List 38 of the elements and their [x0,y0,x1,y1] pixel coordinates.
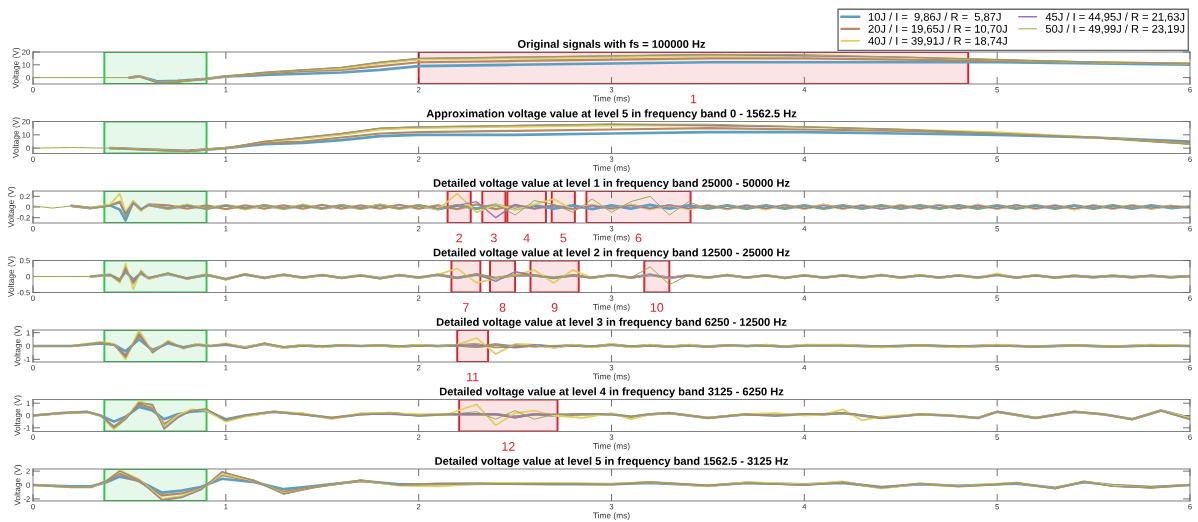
x-axis-title: Time (ms) [593,303,630,312]
band-label: 12 [502,442,515,451]
chart-title: Detailed voltage value at level 1 in frequency band 25000 - 50000 Hz [433,178,790,190]
x-axis-title: Time (ms) [593,512,630,521]
band-label: 11 [467,372,479,382]
legend-label: 20J / I = 19,65J / R = 10,70J [868,24,1007,35]
band-label: 1 [690,94,697,104]
chart-title: Detailed voltage value at level 4 in frequency band 3125 - 6250 Hz [439,387,784,398]
chart-title: Original signals with fs = 100000 Hz [517,39,706,51]
legend-label: 10J / I = 9,86J / R = 5,87J [868,12,1001,23]
band-label: 7 [463,303,469,312]
x-axis-title: Time (ms) [593,164,630,173]
y-axis-title: Voltage (V) [14,464,23,506]
band-label: 5 [560,233,567,243]
band-label: 8 [499,303,506,312]
band-label: 3 [490,233,497,243]
legend-label: 45J / I = 44,95J / R = 21,63J [1045,12,1185,23]
x-axis-title: Time (ms) [593,373,630,382]
legend-label: 50J / I = 49,99J / R = 23,19J [1045,24,1185,35]
y-axis-title: Voltage (V) [14,325,23,367]
y-axis-title: Voltage (V) [7,256,16,298]
x-axis-title: Time (ms) [593,234,630,243]
y-axis-title: Voltage (V) [14,395,23,437]
y-axis-title: Voltage (V) [12,117,21,159]
chart-title: Detailed voltage value at level 2 in frequency band 12500 - 25000 Hz [433,248,790,259]
chart-title: Approximation voltage value at level 5 in frequency band 0 - 1562.5 Hz [426,109,797,120]
chart-title: Detailed voltage value at level 3 in frequency band 6250 - 12500 Hz [436,317,787,329]
band-label: 4 [523,233,530,243]
legend-label: 40J / I = 39,91J / R = 18,74J [868,36,1007,47]
x-axis-title: Time (ms) [593,442,630,451]
y-axis-title: Voltage (V) [7,186,16,228]
chart-title: Detailed voltage value at level 5 in frequency band 1562.5 - 3125 Hz [435,456,789,468]
band-label: 9 [551,303,558,312]
y-axis-title: Voltage (V) [12,47,21,89]
x-axis-title: Time (ms) [593,95,630,104]
band-label: 10 [650,303,664,312]
band-label: 2 [456,233,463,243]
band-label: 6 [635,233,642,243]
